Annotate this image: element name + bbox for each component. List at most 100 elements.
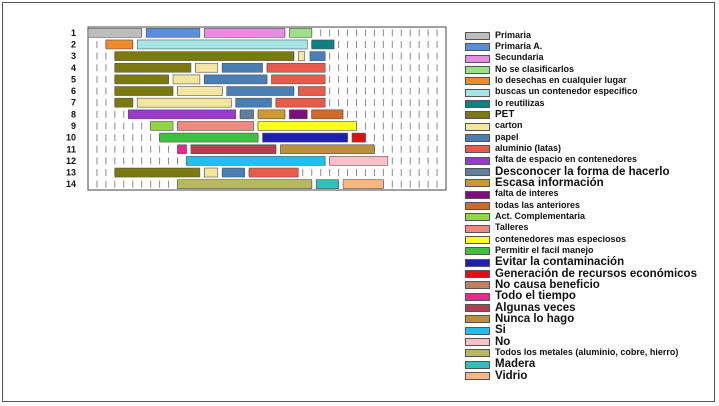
bar-segment <box>315 179 339 189</box>
bar-segment <box>226 86 295 96</box>
legend-swatch <box>465 247 490 256</box>
bar-segment <box>262 132 348 143</box>
bar-segment <box>114 62 192 73</box>
bar-segment <box>351 132 366 143</box>
y-axis-label: 8 <box>71 109 76 119</box>
legend-label: carton <box>495 120 523 131</box>
legend-label: buscas un contenedor especifico <box>495 86 638 97</box>
bar-segment <box>172 74 201 85</box>
bar-segment <box>150 121 174 131</box>
chart-frame <box>2 2 715 402</box>
legend-label: Vidrio <box>495 369 528 382</box>
y-axis-label: 5 <box>71 74 76 84</box>
legend-swatch <box>465 77 490 86</box>
legend-swatch <box>465 66 490 74</box>
y-axis-label: 1 <box>71 28 76 38</box>
y-axis-label: 9 <box>71 121 76 131</box>
legend-label: Primaria <box>495 29 532 40</box>
legend-label: Secundaria <box>495 52 544 63</box>
legend-swatch <box>465 338 490 346</box>
y-axis-label: 12 <box>66 156 76 166</box>
bar-segment <box>186 156 326 166</box>
y-axis-label: 14 <box>66 179 76 189</box>
bar-segment <box>266 62 326 73</box>
legend-label: No se clasificarlos <box>495 63 575 74</box>
legend-swatch <box>465 168 490 176</box>
bar-segment <box>159 132 259 143</box>
bar-segment <box>280 144 375 155</box>
bar-segment <box>309 51 326 61</box>
y-axis-label: 2 <box>71 39 76 49</box>
legend-swatch <box>465 111 490 120</box>
bar-segment <box>177 179 313 189</box>
legend-swatch <box>465 122 490 131</box>
bar-segment <box>190 144 277 155</box>
legend-label: Act. Complementaria <box>495 210 586 221</box>
legend-swatch <box>465 134 490 142</box>
bar-segment <box>204 167 219 178</box>
legend-label: PET <box>495 108 515 120</box>
legend-label: No <box>495 335 511 348</box>
legend-swatch <box>465 32 490 40</box>
bar-segment <box>127 109 236 120</box>
legend-label: Desconocer la forma de hacerlo <box>495 165 670 178</box>
bar-segment <box>257 121 357 131</box>
legend-label: lo desechas en cualquier lugar <box>495 74 627 85</box>
bar-segment <box>114 167 201 178</box>
legend-label: Algunas veces <box>495 301 576 314</box>
bar-segment <box>114 86 174 96</box>
bar-segment <box>204 74 268 85</box>
bar-segment <box>289 28 313 38</box>
legend-label: todas las anteriores <box>495 199 581 210</box>
legend-label: papel <box>495 131 519 142</box>
bar-segment <box>311 39 335 50</box>
legend-swatch <box>465 349 490 358</box>
legend-label: Madera <box>495 358 536 371</box>
bar-segment <box>177 144 187 155</box>
legend-label: aluminio (latas) <box>495 142 562 153</box>
bar-segment <box>105 39 134 50</box>
y-axis-label: 4 <box>71 63 76 73</box>
legend-label: lo reutilizas <box>495 97 545 108</box>
bar-segment <box>248 167 299 178</box>
y-axis-label: 6 <box>71 86 76 96</box>
legend-label: No causa beneficio <box>495 278 600 291</box>
bar-segment <box>289 109 308 120</box>
legend-swatch <box>465 100 490 108</box>
legend-swatch <box>465 360 490 369</box>
legend-swatch <box>465 292 490 301</box>
legend-swatch <box>465 202 490 210</box>
bar-segment <box>136 39 308 50</box>
legend-label: Primaria A. <box>495 40 543 51</box>
y-axis-label: 3 <box>71 51 76 61</box>
bar-segment <box>221 62 263 73</box>
bar-segment <box>221 167 245 178</box>
legend-swatch <box>465 179 490 188</box>
bar-segment <box>195 62 219 73</box>
bar-segment <box>329 156 389 166</box>
bar-segment <box>136 97 232 108</box>
legend-label: Todo el tiempo <box>495 290 576 303</box>
y-axis-label: 13 <box>66 168 76 178</box>
bar-segment <box>311 109 344 120</box>
y-axis-label: 10 <box>66 133 76 143</box>
bar-segment <box>298 51 305 61</box>
legend-label: Generación de recursos económicos <box>495 267 697 280</box>
bar-segment <box>275 97 326 108</box>
legend-swatch <box>465 213 490 222</box>
legend-swatch <box>465 145 490 154</box>
legend-swatch <box>465 156 490 165</box>
legend-swatch <box>465 304 490 312</box>
legend-swatch <box>465 224 490 233</box>
legend-label: Escasa información <box>495 176 604 189</box>
y-axis-label: 7 <box>71 98 76 108</box>
legend-swatch <box>465 43 490 52</box>
bar-segment <box>114 97 134 108</box>
legend-swatch <box>465 281 490 290</box>
bar-segment <box>114 74 169 85</box>
bar-segment <box>177 121 254 131</box>
legend-label: falta de espacio en contenedores <box>495 154 638 165</box>
legend-swatch <box>465 88 490 97</box>
